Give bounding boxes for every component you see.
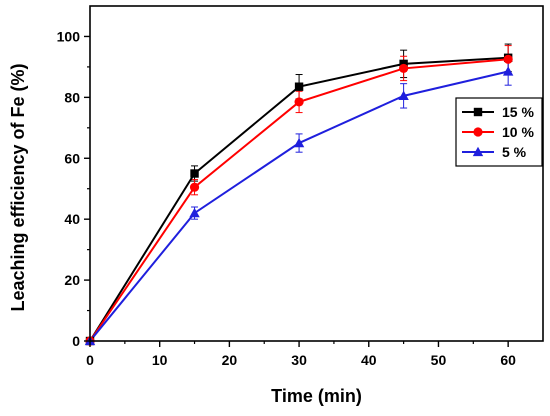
legend-label: 15 % — [502, 104, 534, 120]
x-tick-label: 40 — [361, 352, 377, 368]
legend-label: 5 % — [502, 144, 527, 160]
y-tick-label: 100 — [57, 28, 81, 44]
x-axis-ticks: 0 10 20 30 40 50 60 — [86, 341, 516, 368]
legend: 15 % 10 % 5 % — [455, 97, 543, 167]
series-markers-layer — [84, 53, 514, 346]
y-tick-label: 20 — [64, 272, 80, 288]
legend-label: 10 % — [502, 124, 534, 140]
x-tick-label: 10 — [152, 352, 168, 368]
y-tick-label: 40 — [64, 211, 80, 227]
data-point — [294, 97, 304, 107]
x-tick-label: 0 — [86, 352, 94, 368]
data-point — [399, 63, 409, 74]
legend-marker — [472, 146, 484, 157]
x-axis-label: Time (min) — [271, 386, 362, 406]
data-point — [398, 90, 409, 101]
y-axis-label: Leaching efficiency of Fe (%) — [8, 63, 28, 311]
y-tick-label: 0 — [72, 333, 80, 349]
x-tick-label: 20 — [222, 352, 238, 368]
data-point — [189, 182, 200, 192]
plot-frame — [89, 5, 544, 342]
y-tick-label: 60 — [64, 150, 80, 166]
x-tick-label: 50 — [431, 352, 447, 368]
legend-marker — [473, 107, 483, 117]
data-point — [503, 54, 513, 64]
data-point — [293, 137, 305, 148]
x-tick-label: 30 — [291, 352, 307, 368]
data-point — [189, 207, 200, 218]
legend-marker — [473, 127, 483, 137]
x-tick-label: 60 — [500, 352, 516, 368]
y-axis-ticks: 0 20 40 60 80 100 — [57, 28, 90, 349]
data-point — [190, 169, 199, 178]
y-tick-label: 80 — [64, 89, 80, 105]
data-point — [294, 82, 304, 91]
data-point — [502, 66, 514, 76]
